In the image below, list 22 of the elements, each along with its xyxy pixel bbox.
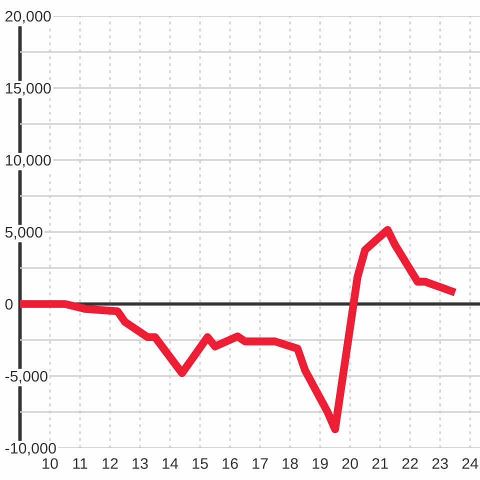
x-tick-label: 13 xyxy=(132,458,148,469)
x-tick-label: 19 xyxy=(312,458,328,469)
y-tick-label: -5,000 xyxy=(5,370,48,384)
x-tick-label: 24 xyxy=(462,458,478,469)
y-tick-label: 5,000 xyxy=(5,226,42,240)
x-tick-label: 12 xyxy=(102,458,118,469)
x-tick-label: 17 xyxy=(252,458,268,469)
x-tick-label: 14 xyxy=(162,458,178,469)
x-tick-label: 18 xyxy=(282,458,298,469)
y-tick-label: 0 xyxy=(5,298,13,310)
x-tick-label: 11 xyxy=(73,458,88,469)
y-tick-label: 15,000 xyxy=(6,82,51,96)
x-tick-label: 10 xyxy=(42,458,58,469)
x-tick-label: 23 xyxy=(432,458,448,469)
y-tick-label: -10,000 xyxy=(5,442,56,456)
x-tick-label: 22 xyxy=(402,458,418,469)
x-tick-label: 15 xyxy=(192,458,208,469)
y-tick-label: 10,000 xyxy=(6,154,51,168)
y-tick-label: 20,000 xyxy=(5,10,51,24)
x-tick-label: 20 xyxy=(342,458,358,469)
x-tick-label: 16 xyxy=(222,458,238,469)
x-tick-label: 21 xyxy=(372,458,388,469)
